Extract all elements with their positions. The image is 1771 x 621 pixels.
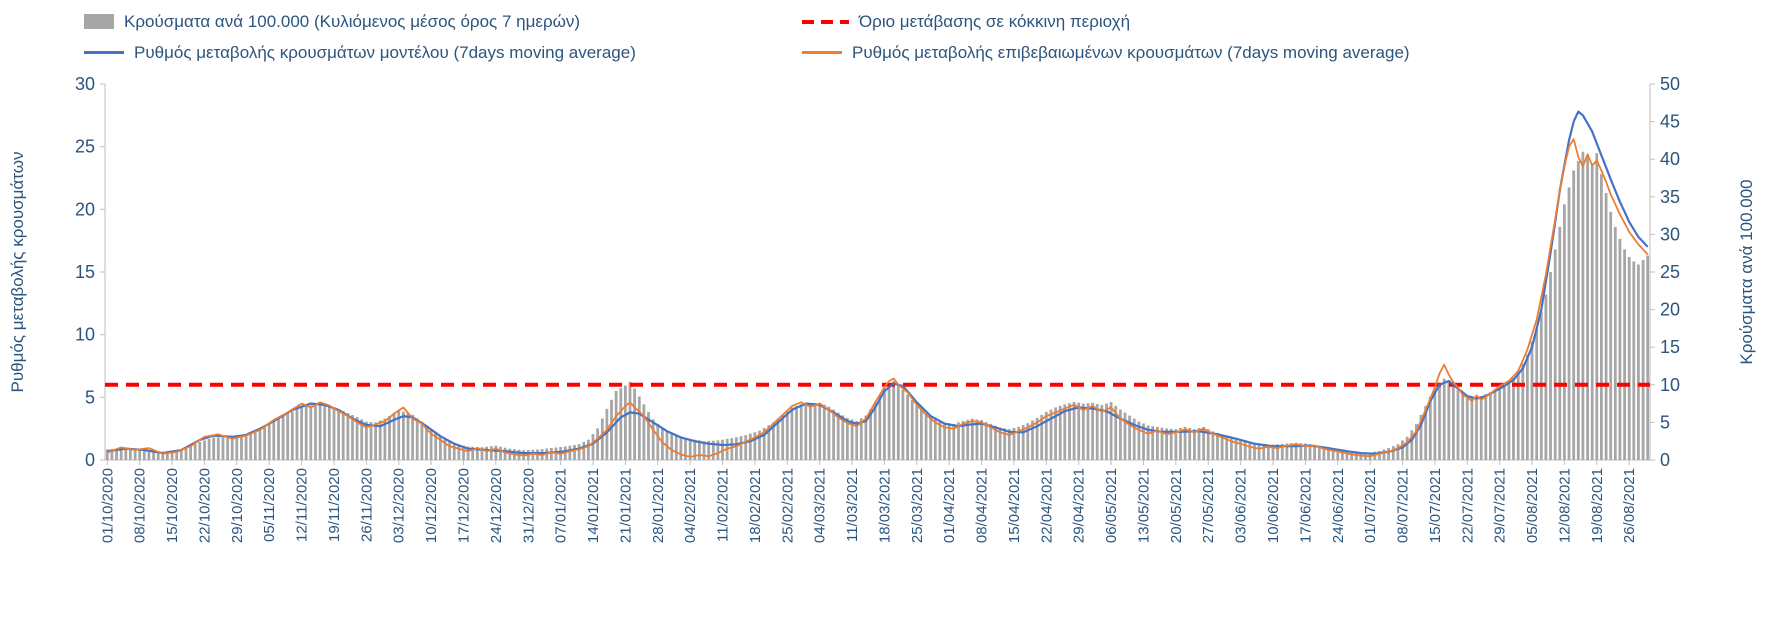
x-axis-tick-label: 29/10/2020 bbox=[229, 468, 246, 543]
x-axis-tick-label: 26/11/2020 bbox=[358, 468, 375, 542]
y-axis-right-tick-label: 15 bbox=[1660, 337, 1680, 357]
x-axis-tick-label: 11/03/2021 bbox=[844, 468, 861, 542]
x-axis-tick-label: 19/11/2020 bbox=[326, 468, 343, 542]
y-axis-right-tick-label: 10 bbox=[1660, 375, 1680, 395]
chart-legend: Κρούσματα ανά 100.000 (Κυλιόμενος μέσος … bbox=[84, 6, 1410, 68]
x-axis-tick-label: 08/07/2021 bbox=[1395, 468, 1412, 543]
x-axis-tick-label: 22/04/2021 bbox=[1038, 468, 1055, 543]
y-axis-right-tick-label: 40 bbox=[1660, 149, 1680, 169]
x-axis-tick-label: 17/06/2021 bbox=[1297, 468, 1314, 543]
x-axis-tick-label: 12/08/2021 bbox=[1556, 468, 1573, 543]
y-axis-right-tick-label: 35 bbox=[1660, 187, 1680, 207]
y-axis-right-tick-label: 45 bbox=[1660, 112, 1680, 132]
legend-item-cases-bars: Κρούσματα ανά 100.000 (Κυλιόμενος μέσος … bbox=[84, 6, 802, 37]
y-axis-right-tick-label: 25 bbox=[1660, 262, 1680, 282]
y-axis-right-tick-label: 0 bbox=[1660, 450, 1670, 470]
legend-label-confirmed-line: Ρυθμός μεταβολής επιβεβαιωμένων κρουσμάτ… bbox=[852, 42, 1410, 62]
confirmed-line bbox=[106, 138, 1649, 458]
bar-series-swatch bbox=[84, 14, 114, 29]
legend-item-threshold: Όριο μετάβασης σε κόκκινη περιοχή bbox=[802, 6, 1410, 37]
x-axis-tick-label: 01/04/2021 bbox=[941, 468, 958, 543]
x-axis-tick-label: 14/01/2021 bbox=[585, 468, 602, 543]
x-axis-tick-label: 20/05/2021 bbox=[1168, 468, 1185, 543]
x-axis-tick-label: 13/05/2021 bbox=[1135, 468, 1152, 543]
x-axis-tick-label: 01/10/2020 bbox=[99, 468, 116, 543]
right-axis-title: Κρούσματα ανά 100.000 bbox=[1737, 179, 1756, 365]
x-axis-tick-label: 28/01/2021 bbox=[650, 468, 667, 543]
x-axis-tick-label: 17/12/2020 bbox=[455, 468, 472, 543]
x-axis-tick-label: 18/03/2021 bbox=[876, 468, 893, 543]
axes: 0 5 10 15 20 25 30 0 5 10 15 20 25 30 35 40 45 50 01/10/20… bbox=[75, 74, 1680, 543]
model-line-swatch bbox=[84, 51, 124, 54]
model-line bbox=[107, 110, 1649, 455]
y-axis-left-tick-label: 10 bbox=[75, 325, 95, 345]
x-axis-tick-label: 03/12/2020 bbox=[391, 468, 408, 543]
x-axis-tick-label: 10/12/2020 bbox=[423, 468, 440, 543]
x-axis-tick-label: 24/06/2021 bbox=[1330, 468, 1347, 543]
x-axis-tick-label: 11/02/2021 bbox=[715, 468, 732, 542]
y-axis-right-tick-label: 5 bbox=[1660, 412, 1670, 432]
y-axis-right-tick-label: 50 bbox=[1660, 74, 1680, 94]
x-axis-tick-label: 25/02/2021 bbox=[779, 468, 796, 543]
x-axis-tick-label: 29/07/2021 bbox=[1492, 468, 1509, 543]
x-axis-tick-label: 07/01/2021 bbox=[553, 468, 570, 543]
bars-series bbox=[105, 151, 1650, 460]
left-axis-title: Ρυθμός μεταβολής κρουσμάτων bbox=[8, 151, 27, 393]
legend-item-model-line: Ρυθμός μεταβολής κρουσμάτων μοντέλου (7d… bbox=[84, 37, 802, 68]
x-axis-tick-label: 19/08/2021 bbox=[1589, 468, 1606, 543]
x-axis-tick-label: 27/05/2021 bbox=[1200, 468, 1217, 543]
x-axis-tick-label: 06/05/2021 bbox=[1103, 468, 1120, 543]
legend-label-threshold: Όριο μετάβασης σε κόκκινη περιοχή bbox=[859, 11, 1131, 31]
legend-label-model-line: Ρυθμός μεταβολής κρουσμάτων μοντέλου (7d… bbox=[134, 42, 636, 62]
y-axis-right-tick-label: 20 bbox=[1660, 300, 1680, 320]
x-axis-tick-label: 29/04/2021 bbox=[1071, 468, 1088, 543]
confirmed-line-swatch bbox=[802, 51, 842, 54]
x-axis-tick-label: 24/12/2020 bbox=[488, 468, 505, 543]
legend-label-cases-bars: Κρούσματα ανά 100.000 (Κυλιόμενος μέσος … bbox=[124, 11, 581, 31]
x-axis-tick-label: 04/03/2021 bbox=[812, 468, 829, 543]
x-axis-tick-label: 15/07/2021 bbox=[1427, 468, 1444, 543]
x-axis-tick-label: 15/04/2021 bbox=[1006, 468, 1023, 543]
x-axis-tick-label: 22/07/2021 bbox=[1459, 468, 1476, 543]
x-axis-tick-label: 03/06/2021 bbox=[1233, 468, 1250, 543]
y-axis-left-tick-label: 15 bbox=[75, 262, 95, 282]
y-axis-left-tick-label: 20 bbox=[75, 199, 95, 219]
x-axis-tick-label: 26/08/2021 bbox=[1621, 468, 1638, 543]
y-axis-left-tick-label: 5 bbox=[85, 387, 95, 407]
y-axis-right-tick-label: 30 bbox=[1660, 224, 1680, 244]
legend-item-confirmed-line: Ρυθμός μεταβολής επιβεβαιωμένων κρουσμάτ… bbox=[802, 37, 1410, 68]
x-axis-tick-label: 22/10/2020 bbox=[196, 468, 213, 543]
x-axis-tick-label: 31/12/2020 bbox=[520, 468, 537, 543]
y-axis-left-tick-label: 0 bbox=[85, 450, 95, 470]
x-axis-tick-label: 18/02/2021 bbox=[747, 468, 764, 543]
x-axis-tick-label: 04/02/2021 bbox=[682, 468, 699, 543]
x-axis-tick-label: 05/11/2020 bbox=[261, 468, 278, 542]
x-axis-tick-label: 01/07/2021 bbox=[1362, 468, 1379, 543]
x-axis-tick-label: 25/03/2021 bbox=[909, 468, 926, 543]
y-axis-left-tick-label: 25 bbox=[75, 137, 95, 157]
x-axis-tick-label: 08/04/2021 bbox=[974, 468, 991, 543]
threshold-dash-swatch bbox=[802, 19, 849, 24]
x-axis-tick-label: 05/08/2021 bbox=[1524, 468, 1541, 543]
x-axis-tick-label: 15/10/2020 bbox=[164, 468, 181, 543]
x-axis-tick-label: 21/01/2021 bbox=[617, 468, 634, 543]
y-axis-left-tick-label: 30 bbox=[75, 74, 95, 94]
x-axis-tick-label: 12/11/2020 bbox=[294, 468, 311, 542]
x-axis-tick-label: 08/10/2020 bbox=[132, 468, 149, 543]
x-axis-tick-label: 10/06/2021 bbox=[1265, 468, 1282, 543]
